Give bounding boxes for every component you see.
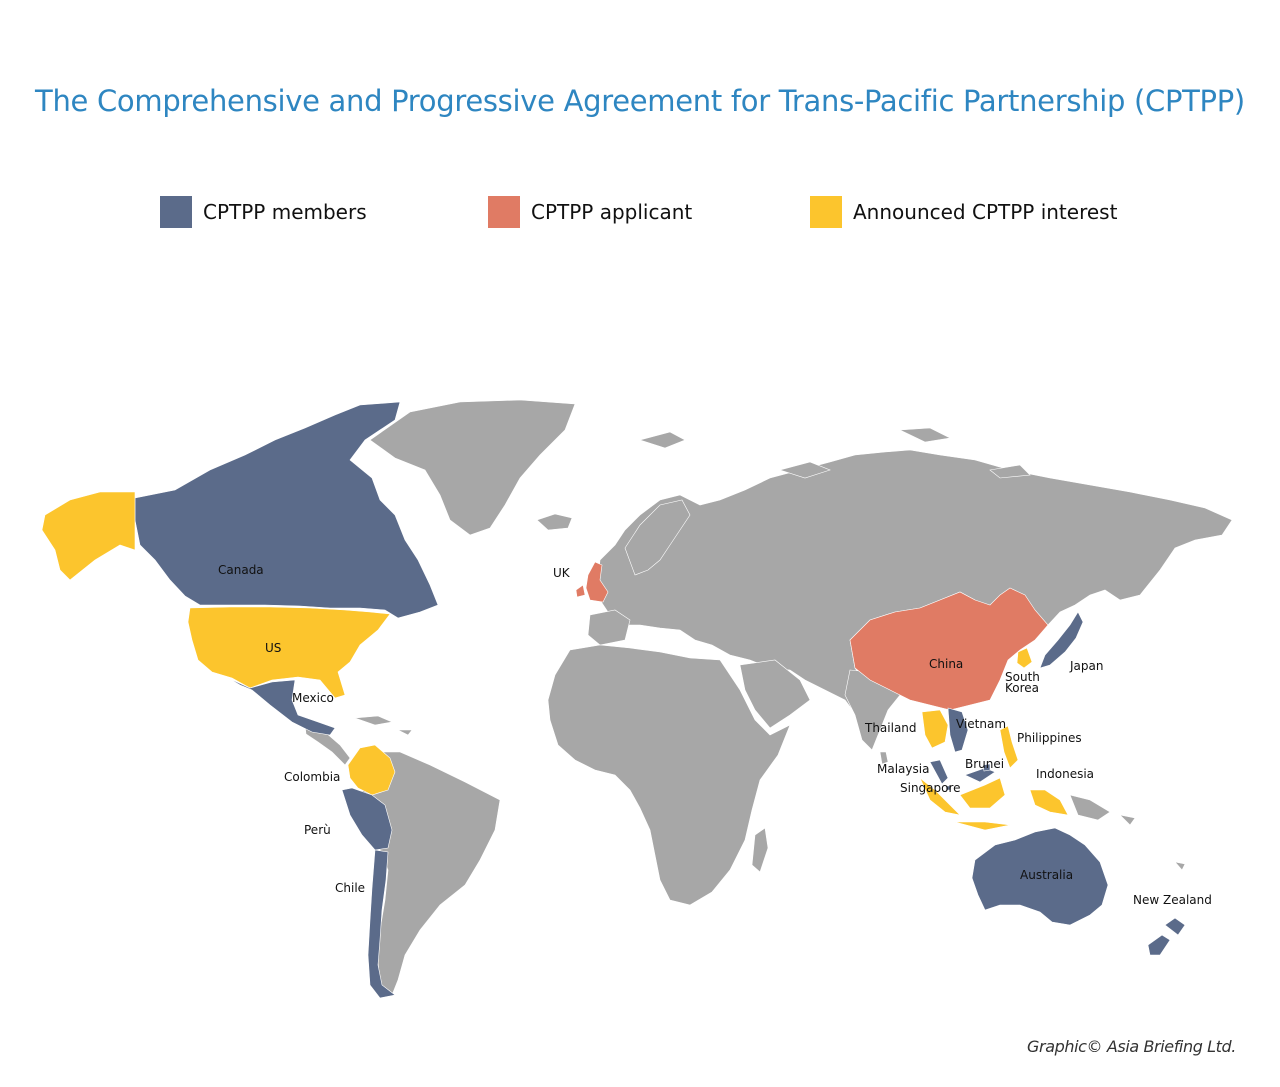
eurasia-shape (597, 449, 1233, 736)
japan-shape (1039, 611, 1084, 669)
central-america-shape (304, 724, 351, 766)
papua-new-guinea-shape (1069, 794, 1111, 821)
label-us: US (265, 641, 281, 655)
thailand-shape (921, 709, 949, 749)
chile-shape (367, 849, 396, 999)
map-title: The Comprehensive and Progressive Agreem… (35, 84, 1245, 118)
alaska-shape (41, 491, 136, 581)
uk-shape (575, 561, 609, 603)
label-china: China (929, 657, 963, 671)
legend-item-members: CPTPP members (160, 195, 367, 229)
legend-swatch-applicant (488, 196, 520, 228)
label-philippines: Philippines (1017, 731, 1082, 745)
madagascar-shape (751, 827, 769, 873)
philippines-shape (999, 725, 1019, 769)
label-singapore: Singapore (900, 781, 961, 795)
sri-lanka-shape (879, 751, 889, 765)
label-indonesia: Indonesia (1036, 767, 1094, 781)
legend-swatch-interest (810, 196, 842, 228)
pacific-islands-shape (1119, 814, 1186, 871)
legend-swatch-members (160, 196, 192, 228)
scandinavia-shape (624, 499, 691, 576)
africa-shape (547, 644, 791, 906)
china-shape (849, 587, 1049, 711)
label-australia: Australia (1020, 868, 1073, 882)
label-chile: Chile (335, 881, 365, 895)
colombia-shape (347, 744, 396, 796)
australia-shape (971, 827, 1109, 926)
legend-label-applicant: CPTPP applicant (531, 200, 693, 224)
us-shape (187, 606, 391, 699)
arabia-shape (739, 659, 811, 729)
world-map: Canada US Mexico Colombia Perù Chile UK … (41, 399, 1233, 999)
singapore-shape (945, 785, 952, 791)
mexico-shape (227, 677, 336, 736)
greenland-shape (369, 399, 576, 536)
label-uk: UK (553, 566, 571, 580)
canada-shape (134, 401, 439, 619)
non-member-landmasses (304, 399, 1233, 996)
label-peru: Perù (304, 823, 331, 837)
legend-item-applicant: CPTPP applicant (488, 195, 692, 229)
legend-label-interest: Announced CPTPP interest (853, 200, 1118, 224)
brunei-shape (982, 763, 991, 772)
label-japan: Japan (1069, 659, 1103, 673)
label-malaysia: Malaysia (877, 762, 929, 776)
label-brunei: Brunei (965, 757, 1004, 771)
label-colombia: Colombia (284, 770, 340, 784)
label-vietnam: Vietnam (956, 717, 1006, 731)
vietnam-shape (947, 707, 969, 753)
legend-item-interest: Announced CPTPP interest (810, 195, 1117, 229)
new-zealand-shape (1147, 917, 1186, 956)
label-new-zealand: New Zealand (1133, 893, 1212, 907)
arctic-islands-shape (638, 427, 1031, 479)
peru-shape (341, 787, 393, 851)
label-south-korea-line2: Korea (1005, 681, 1039, 695)
malaysia-shape (929, 759, 996, 785)
legend-label-members: CPTPP members (203, 200, 367, 224)
iberia-shape (587, 609, 631, 646)
label-mexico: Mexico (292, 691, 334, 705)
label-south-korea-line1: South (1005, 670, 1040, 684)
label-thailand: Thailand (864, 721, 917, 735)
south-korea-shape (1016, 647, 1033, 669)
caribbean-shape (354, 715, 413, 736)
iceland-shape (536, 513, 573, 531)
label-canada: Canada (218, 563, 264, 577)
indonesia-shape (919, 777, 1069, 831)
credit-text: Graphic© Asia Briefing Ltd. (1027, 1037, 1236, 1056)
